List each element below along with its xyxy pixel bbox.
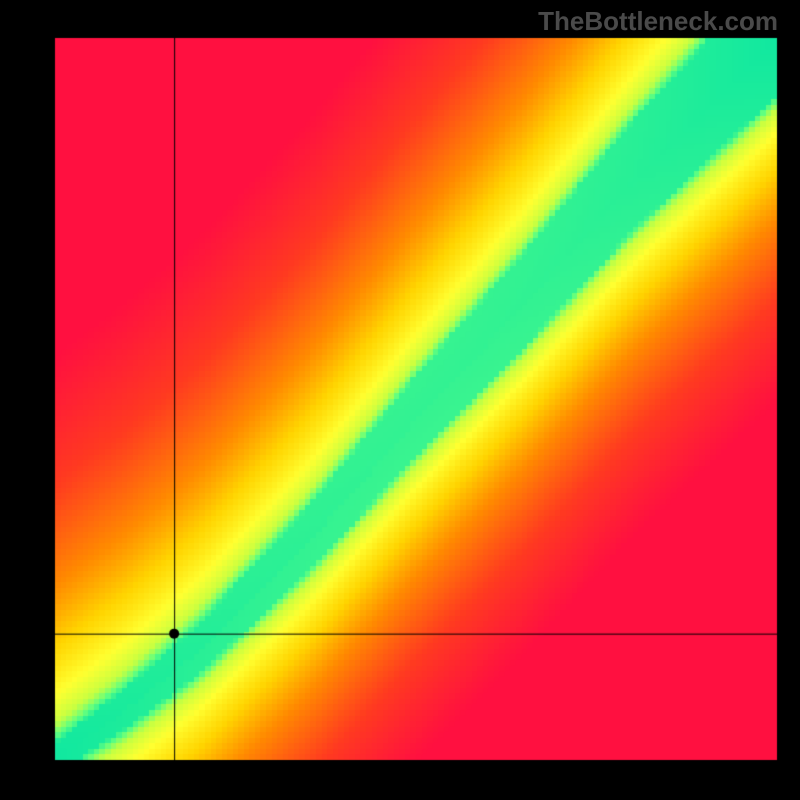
chart-container: TheBottleneck.com	[0, 0, 800, 800]
watermark-text: TheBottleneck.com	[538, 6, 778, 37]
heatmap-canvas	[0, 0, 800, 800]
